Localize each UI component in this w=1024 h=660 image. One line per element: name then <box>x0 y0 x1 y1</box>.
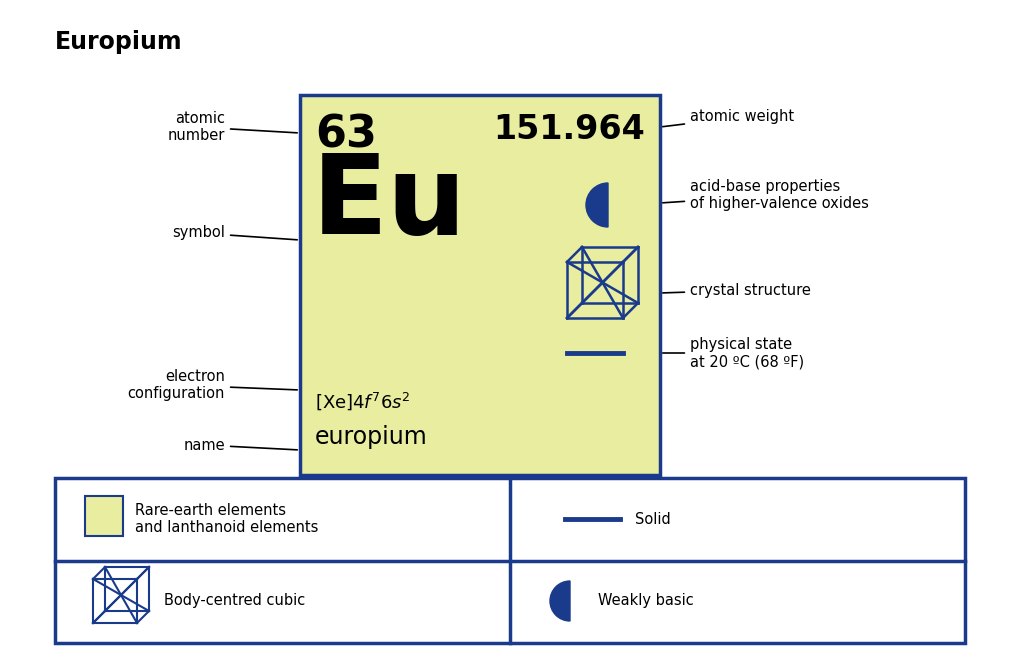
Text: Solid: Solid <box>635 512 671 527</box>
Text: crystal structure: crystal structure <box>663 282 811 298</box>
Wedge shape <box>550 581 570 621</box>
Text: atomic
number: atomic number <box>168 111 297 143</box>
Text: symbol: symbol <box>172 226 297 240</box>
Bar <box>55 478 965 643</box>
Text: europium: europium <box>315 425 428 449</box>
Text: Body-centred cubic: Body-centred cubic <box>164 593 305 609</box>
Text: [Xe]4$f^7$6$s^2$: [Xe]4$f^7$6$s^2$ <box>315 390 411 412</box>
Text: Eu: Eu <box>312 150 467 257</box>
Text: name: name <box>183 438 297 453</box>
Text: acid-base properties
of higher-valence oxides: acid-base properties of higher-valence o… <box>663 179 869 211</box>
Bar <box>300 95 660 475</box>
Text: physical state
at 20 ºC (68 ºF): physical state at 20 ºC (68 ºF) <box>663 337 804 369</box>
Text: electron
configuration: electron configuration <box>128 369 297 401</box>
Text: 151.964: 151.964 <box>494 113 645 146</box>
Text: Rare-earth elements
and lanthanoid elements: Rare-earth elements and lanthanoid eleme… <box>135 503 318 535</box>
Text: atomic weight: atomic weight <box>663 110 795 127</box>
Text: 63: 63 <box>315 113 377 156</box>
Wedge shape <box>586 183 608 227</box>
Bar <box>85 496 123 536</box>
Text: Weakly basic: Weakly basic <box>598 593 693 609</box>
Text: Europium: Europium <box>55 30 182 54</box>
